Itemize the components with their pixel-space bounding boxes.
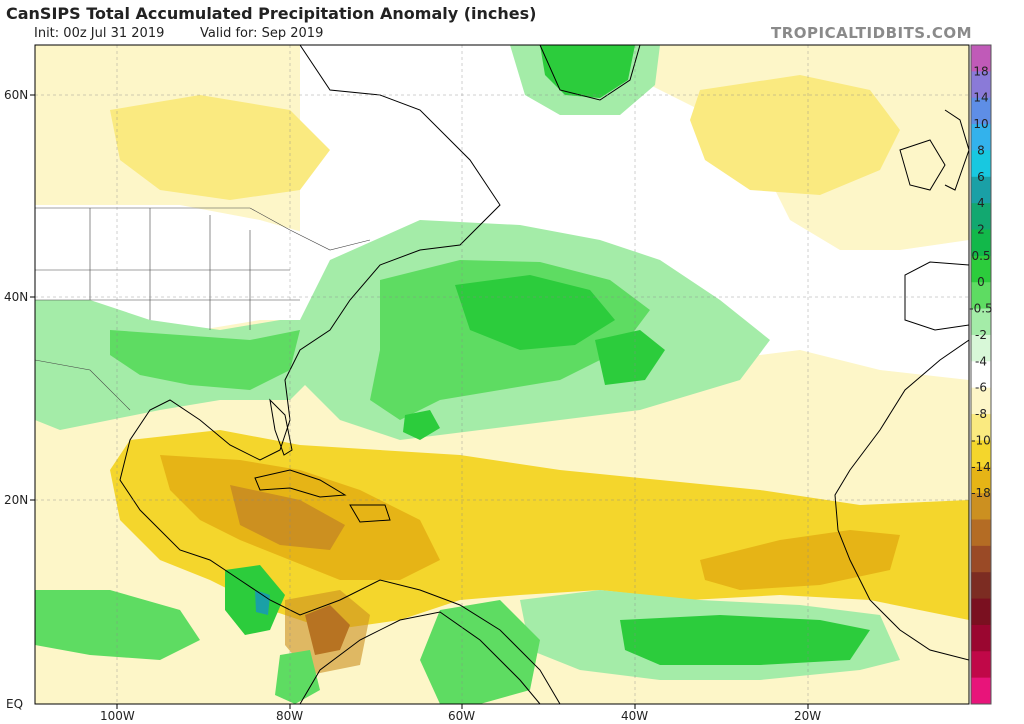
colorbar-swatch (971, 493, 991, 520)
map-title: CanSIPS Total Accumulated Precipitation … (6, 4, 537, 23)
lat-label-eq: EQ (6, 697, 23, 711)
longitude-labels: 100W 80W 60W 40W 20W (100, 704, 821, 723)
dry-canada (110, 95, 330, 200)
colorbar-label: 0.5 (971, 249, 990, 263)
colorbar-swatch (971, 572, 991, 600)
lon-label-60w: 60W (448, 709, 475, 723)
colorbar-swatch (971, 176, 991, 204)
lon-label-100w: 100W (100, 709, 135, 723)
colorbar-swatch (971, 229, 991, 257)
lon-label-20w: 20W (794, 709, 821, 723)
florida (269, 398, 293, 456)
coastlines (119, 45, 969, 704)
colorbar-swatch (971, 651, 991, 679)
wet-central-atlantic-max (455, 275, 615, 350)
init-time: Init: 00z Jul 31 2019 (34, 26, 165, 41)
colorbar: 18 14 10 8 6 4 2 0.5 0 -0.5 -2 -4 -6 -8 -10 -14 -18 (969, 44, 993, 705)
brand-watermark: TROPICALTIDBITS.COM (771, 24, 972, 42)
colorbar-label: -14 (971, 460, 991, 474)
borders (35, 207, 371, 411)
colorbar-label: -2 (975, 328, 987, 342)
dry-north-atlantic (690, 75, 900, 195)
graticule (35, 45, 969, 704)
wet-florida-max (403, 410, 440, 440)
colorbar-swatch (971, 545, 991, 573)
wet-eastern-pacific (35, 590, 200, 660)
colorbar-swatch (971, 598, 991, 626)
colorbar-swatch (971, 45, 991, 72)
south-america-north (299, 611, 541, 704)
state-lines (35, 208, 300, 330)
colorbar-swatch (971, 150, 991, 178)
colorbar-swatch (971, 97, 991, 125)
colorbar-label: 2 (977, 223, 985, 237)
wet-greenland-core (540, 45, 635, 98)
colorbar-swatch (971, 519, 991, 547)
colorbar-swatch (971, 334, 991, 362)
dry-caribbean-max (230, 485, 345, 550)
greenland-coast (539, 45, 641, 101)
colorbar-swatch (971, 308, 991, 336)
british-isles (899, 139, 946, 191)
wet-amazon (420, 600, 540, 704)
colorbar-frame (970, 44, 992, 705)
wet-itcz-core (620, 615, 870, 665)
colorbar-swatch (971, 282, 991, 310)
wet-colombia-south (275, 650, 320, 704)
colorbar-label: 18 (973, 64, 988, 78)
hispaniola (349, 504, 391, 523)
colorbar-swatch (971, 624, 991, 652)
colorbar-label: 14 (973, 91, 988, 105)
colorbar-swatch (971, 466, 991, 494)
lat-label-40n: 40N (4, 290, 28, 304)
lat-label-20n: 20N (4, 493, 28, 507)
colorbar-swatch (971, 203, 991, 231)
wet-east-atlantic-max (595, 330, 665, 385)
colorbar-label: -6 (975, 381, 987, 395)
north-america-east-coast (119, 45, 561, 704)
us-canada-border (35, 207, 371, 251)
us-mexico-border (35, 359, 131, 411)
colorbar-label: 6 (977, 170, 985, 184)
wet-southeast-us-core (110, 330, 300, 390)
wet-central-america (225, 565, 285, 635)
colorbar-label: 8 (977, 143, 985, 157)
colorbar-swatch (971, 440, 991, 468)
colorbar-label: 0 (977, 275, 985, 289)
colorbar-label: -10 (971, 433, 991, 447)
colorbar-label: 4 (977, 196, 985, 210)
iberia (904, 261, 969, 331)
africa-coast (834, 339, 969, 661)
colorbar-swatch (971, 361, 991, 389)
colorbar-swatch (971, 677, 991, 705)
dry-west-africa-coast (700, 530, 900, 590)
colorbar-swatch (971, 255, 991, 283)
uk-east (944, 109, 969, 191)
colorbar-label: -8 (975, 407, 987, 421)
colorbar-swatch (971, 414, 991, 441)
map-frame (34, 44, 970, 705)
lon-label-80w: 80W (276, 709, 303, 723)
lon-label-40w: 40W (621, 709, 648, 723)
lat-label-60n: 60N (4, 88, 28, 102)
cuba (254, 469, 347, 498)
colorbar-swatch (971, 387, 991, 415)
colorbar-label: 10 (973, 117, 988, 131)
wet-central-america-max (255, 590, 270, 615)
latitude-labels: 60N 40N 20N EQ (4, 88, 35, 711)
colorbar-label: -18 (971, 486, 991, 500)
near-zero-us (35, 205, 350, 330)
colorbar-label: -0.5 (969, 302, 992, 316)
colorbar-label: -4 (975, 354, 987, 368)
map-plot-area (35, 45, 969, 704)
valid-time: Valid for: Sep 2019 (200, 26, 324, 41)
colorbar-swatch (971, 71, 991, 99)
colorbar-swatch (971, 124, 991, 151)
